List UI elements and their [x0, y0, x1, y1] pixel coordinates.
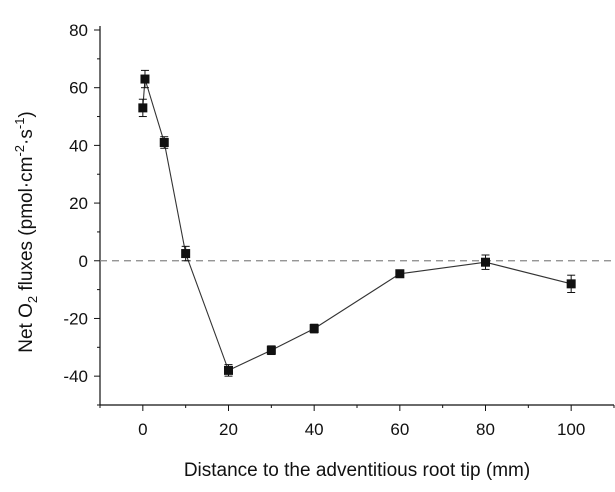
x-tick-label: 20 — [219, 420, 238, 439]
data-series — [138, 69, 576, 377]
y-tick-label: 20 — [69, 194, 88, 213]
y-tick-label: 40 — [69, 136, 88, 155]
data-point — [138, 103, 148, 113]
data-point — [481, 257, 490, 267]
x-tick-label: 60 — [390, 420, 409, 439]
data-point — [181, 249, 191, 259]
x-tick-label: 80 — [476, 420, 495, 439]
data-point — [309, 324, 319, 334]
y-axis-title: Net O2 fluxes (pmol·cm-2·s-1) — [12, 111, 40, 353]
y-tick-label: -20 — [63, 309, 88, 328]
data-point — [566, 279, 576, 289]
axes: -40 -20 0 20 40 60 80 0 20 40 60 80 100 — [63, 21, 615, 439]
x-tick-label: 40 — [305, 420, 324, 439]
y-tick-label: 60 — [69, 79, 88, 98]
x-tick-label: 0 — [138, 420, 147, 439]
series-line — [142, 78, 572, 372]
x-axis-title: Distance to the adventitious root tip (m… — [184, 460, 530, 481]
x-tick-label: 100 — [557, 420, 585, 439]
data-point — [395, 269, 405, 279]
data-point — [159, 138, 169, 147]
y-tick-label: -40 — [63, 367, 88, 386]
data-point — [140, 74, 150, 84]
y-tick-label: 80 — [69, 21, 88, 40]
data-point — [266, 345, 276, 355]
data-point — [224, 365, 233, 375]
y-tick-label: 0 — [79, 252, 88, 271]
